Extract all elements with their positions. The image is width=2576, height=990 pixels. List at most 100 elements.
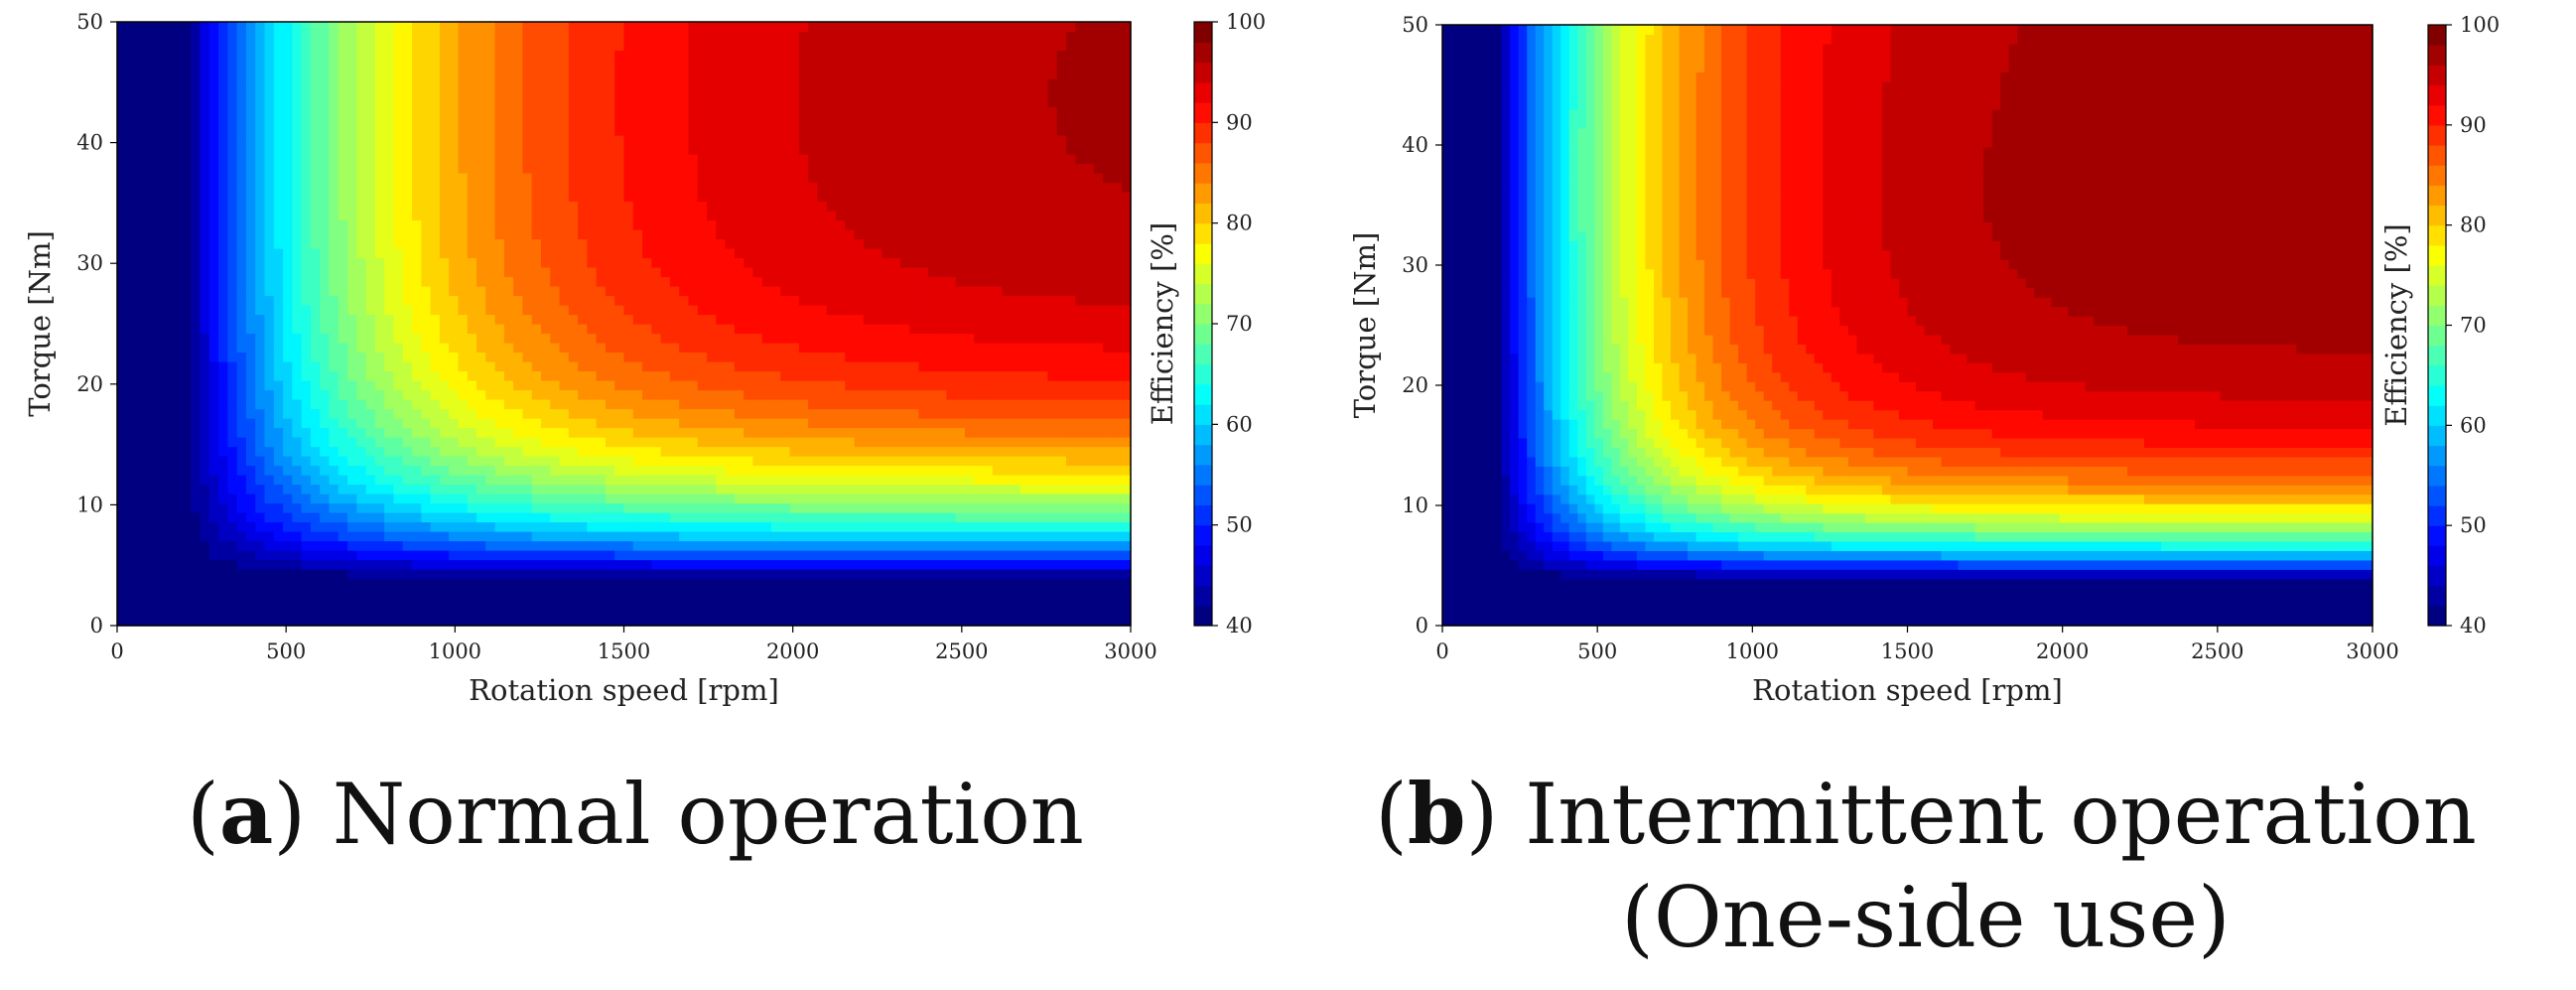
heatmap-cell bbox=[688, 238, 699, 249]
heatmap-cell bbox=[1066, 427, 1076, 438]
heatmap-cell bbox=[292, 607, 303, 618]
heatmap-cell bbox=[974, 389, 985, 400]
heatmap-cell bbox=[467, 465, 477, 476]
heatmap-cell bbox=[899, 540, 910, 551]
heatmap-cell bbox=[283, 550, 293, 561]
heatmap-cell bbox=[458, 295, 469, 306]
heatmap-cell bbox=[568, 569, 579, 580]
heatmap-cell bbox=[725, 352, 736, 362]
heatmap-cell bbox=[236, 343, 247, 354]
heatmap-cell bbox=[439, 370, 450, 381]
heatmap-cell bbox=[135, 456, 146, 467]
heatmap-cell bbox=[734, 219, 745, 230]
heatmap-cell bbox=[946, 380, 957, 391]
heatmap-cell bbox=[725, 427, 736, 438]
heatmap-cell bbox=[540, 295, 551, 306]
heatmap-cell bbox=[430, 559, 441, 570]
heatmap-cell bbox=[1038, 597, 1049, 608]
heatmap-cell bbox=[181, 380, 192, 391]
heatmap-cell bbox=[632, 408, 643, 419]
heatmap-cell bbox=[310, 305, 321, 316]
heatmap-cell bbox=[200, 475, 210, 486]
heatmap-cell bbox=[992, 588, 1003, 599]
heatmap-cell bbox=[117, 408, 127, 419]
heatmap-cell bbox=[218, 502, 228, 513]
heatmap-cell bbox=[798, 475, 809, 486]
heatmap-cell bbox=[200, 550, 210, 561]
heatmap-cell bbox=[301, 267, 312, 278]
heatmap-cell bbox=[642, 324, 652, 335]
heatmap-cell bbox=[946, 427, 957, 438]
heatmap-cell bbox=[992, 267, 1003, 278]
heatmap-cell bbox=[863, 380, 874, 391]
heatmap-cell bbox=[181, 427, 192, 438]
heatmap-cell bbox=[1038, 494, 1049, 504]
heatmap-cell bbox=[605, 465, 615, 476]
heatmap-cell bbox=[208, 286, 219, 297]
heatmap-cell bbox=[329, 229, 339, 240]
heatmap-cell bbox=[1002, 502, 1012, 513]
heatmap-cell bbox=[384, 427, 395, 438]
heatmap-cell bbox=[771, 588, 781, 599]
heatmap-cell bbox=[402, 267, 413, 278]
heatmap-cell bbox=[817, 219, 828, 230]
heatmap-cell bbox=[227, 437, 238, 448]
heatmap-cell bbox=[1019, 540, 1030, 551]
heatmap-cell bbox=[964, 494, 975, 504]
heatmap-cell bbox=[937, 597, 947, 608]
heatmap-cell bbox=[522, 418, 533, 429]
heatmap-cell bbox=[835, 305, 846, 316]
heatmap-cell bbox=[1002, 324, 1012, 335]
heatmap-cell bbox=[1047, 276, 1058, 287]
heatmap-cell bbox=[310, 437, 321, 448]
heatmap-cell bbox=[587, 389, 598, 400]
heatmap-cell bbox=[503, 588, 514, 599]
heatmap-cell bbox=[347, 305, 357, 316]
heatmap-cell bbox=[983, 211, 994, 221]
heatmap-cell bbox=[475, 305, 486, 316]
heatmap-cell bbox=[780, 446, 791, 457]
heatmap-cell bbox=[881, 569, 892, 580]
heatmap-cell bbox=[126, 314, 137, 325]
heatmap-cell bbox=[1047, 607, 1058, 618]
heatmap-cell bbox=[227, 314, 238, 325]
heatmap-cell bbox=[688, 286, 699, 297]
heatmap-cell bbox=[144, 437, 155, 448]
heatmap-cell bbox=[863, 550, 874, 561]
heatmap-cell bbox=[817, 305, 828, 316]
heatmap-cell bbox=[614, 446, 625, 457]
heatmap-cell bbox=[135, 408, 146, 419]
heatmap-cell bbox=[1011, 324, 1021, 335]
heatmap-cell bbox=[163, 192, 174, 203]
heatmap-cell bbox=[384, 211, 395, 221]
heatmap-cell bbox=[163, 343, 174, 354]
heatmap-cell bbox=[596, 484, 607, 495]
heatmap-cell bbox=[320, 597, 331, 608]
heatmap-cell bbox=[320, 352, 331, 362]
heatmap-cell bbox=[550, 408, 561, 419]
heatmap-cell bbox=[716, 550, 727, 561]
heatmap-cell bbox=[845, 616, 856, 627]
heatmap-cell bbox=[697, 502, 708, 513]
heatmap-cell bbox=[430, 267, 441, 278]
heatmap-cell bbox=[218, 248, 228, 259]
heatmap-cell bbox=[430, 286, 441, 297]
heatmap-cell bbox=[1019, 389, 1030, 400]
heatmap-cell bbox=[338, 437, 348, 448]
heatmap-cell bbox=[522, 286, 533, 297]
heatmap-cell bbox=[1019, 324, 1030, 335]
heatmap-cell bbox=[845, 597, 856, 608]
heatmap-cell bbox=[475, 370, 486, 381]
heatmap-cell bbox=[365, 248, 376, 259]
heatmap-cell bbox=[347, 192, 357, 203]
heatmap-cell bbox=[513, 257, 523, 268]
heatmap-cell bbox=[449, 370, 460, 381]
heatmap-cell bbox=[1066, 559, 1076, 570]
heatmap-cell bbox=[384, 229, 395, 240]
heatmap-cell bbox=[651, 201, 662, 212]
heatmap-cell bbox=[632, 607, 643, 618]
heatmap-cell bbox=[752, 211, 763, 221]
heatmap-cell bbox=[245, 465, 256, 476]
heatmap-cell bbox=[135, 211, 146, 221]
heatmap-cell bbox=[1056, 238, 1067, 249]
